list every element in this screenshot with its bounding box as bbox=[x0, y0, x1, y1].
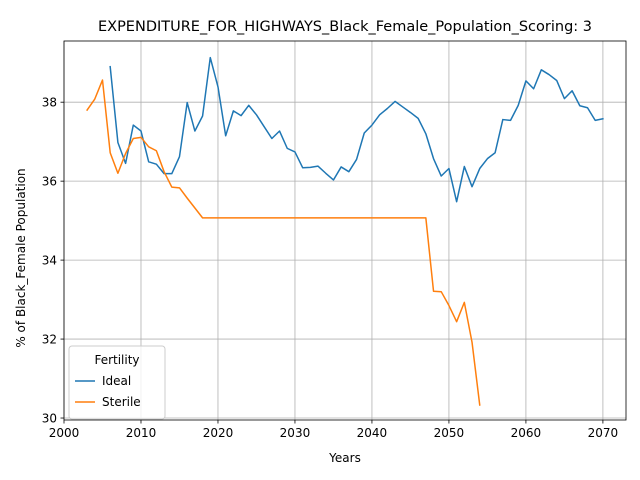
series-layer bbox=[86, 56, 604, 406]
x-tick-label: 2020 bbox=[203, 426, 234, 440]
legend-label-ideal: Ideal bbox=[102, 374, 131, 388]
y-tick-label: 32 bbox=[42, 332, 57, 346]
x-tick-label: 2010 bbox=[126, 426, 157, 440]
ticks: 2000 2010 2020 2030 2040 2050 2060 2070 30 32 34 36… bbox=[42, 95, 618, 440]
x-tick-label: 2050 bbox=[434, 426, 465, 440]
series-line-ideal bbox=[109, 56, 604, 203]
series-line-sterile bbox=[86, 79, 481, 406]
legend-label-sterile: Sterile bbox=[102, 395, 141, 409]
x-tick-label: 2070 bbox=[588, 426, 619, 440]
x-tick-label: 2030 bbox=[280, 426, 311, 440]
x-axis-label: Years bbox=[328, 451, 361, 465]
y-tick-label: 38 bbox=[42, 95, 57, 109]
chart-title: EXPENDITURE_FOR_HIGHWAYS_Black_Female_Po… bbox=[98, 19, 592, 35]
legend-box bbox=[68, 345, 166, 420]
y-tick-label: 36 bbox=[42, 174, 57, 188]
y-tick-label: 30 bbox=[42, 411, 57, 425]
x-tick-label: 2040 bbox=[357, 426, 388, 440]
x-tick-label: 2000 bbox=[49, 426, 80, 440]
x-tick-label: 2060 bbox=[511, 426, 542, 440]
legend: Fertility Ideal Sterile bbox=[68, 345, 166, 420]
plot-frame bbox=[63, 40, 627, 421]
legend-title: Fertility bbox=[94, 353, 139, 367]
y-axis-label: % of Black_Female Population bbox=[14, 168, 28, 347]
y-tick-label: 34 bbox=[42, 253, 57, 267]
